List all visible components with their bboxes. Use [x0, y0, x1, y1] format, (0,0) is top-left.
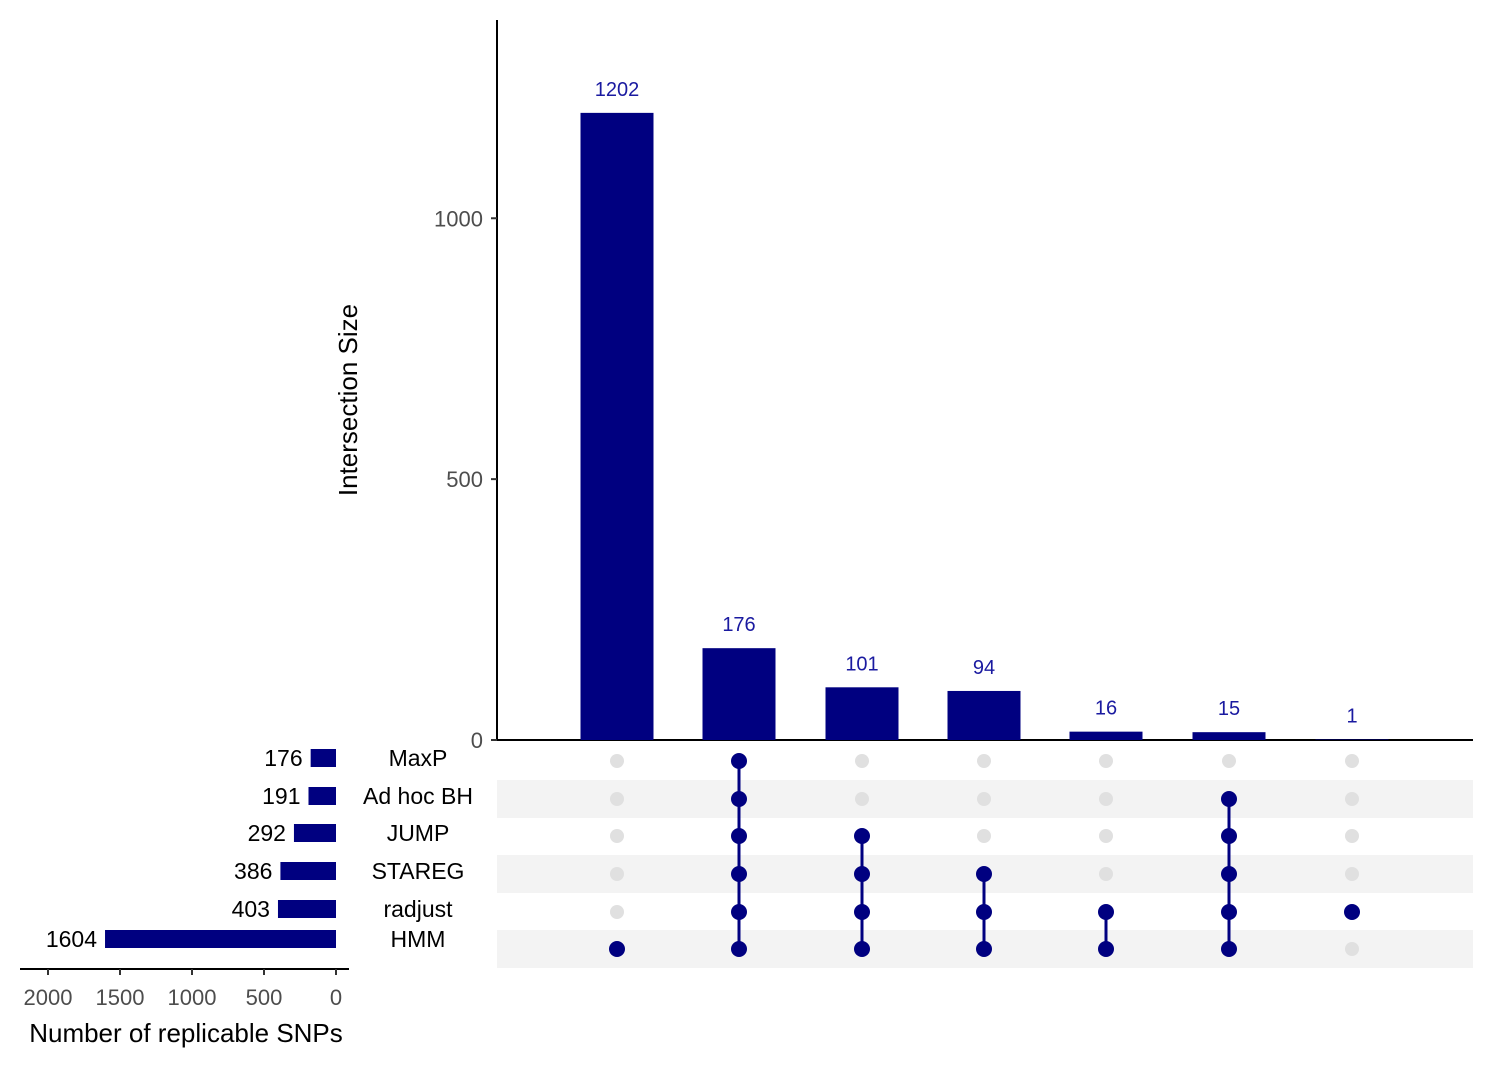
set-size-tick-label: 1000	[168, 985, 217, 1010]
bar-value-label: 94	[973, 657, 995, 679]
set-name-label: STAREG	[372, 858, 465, 884]
bar-value-label: 101	[845, 653, 878, 675]
matrix-dot-active	[854, 941, 870, 957]
matrix-dot-active	[731, 866, 747, 882]
matrix-dot-inactive	[977, 792, 991, 806]
matrix-dot-inactive	[1345, 754, 1359, 768]
intersection-bar	[1069, 731, 1143, 740]
matrix-dot-inactive	[1345, 829, 1359, 843]
set-size-axis-title: Number of replicable SNPs	[29, 1018, 343, 1048]
set-size-tick-label: 500	[246, 985, 283, 1010]
matrix-dot-inactive	[1099, 867, 1113, 881]
set-size-bar	[105, 930, 336, 948]
intersection-bar	[1315, 739, 1389, 740]
set-matrix	[609, 753, 1360, 957]
matrix-dot-inactive	[1345, 867, 1359, 881]
matrix-dot-inactive	[1099, 792, 1113, 806]
matrix-dot-active	[1221, 904, 1237, 920]
set-name-label: MaxP	[389, 745, 448, 771]
matrix-dot-active	[731, 941, 747, 957]
matrix-dot-inactive	[610, 829, 624, 843]
set-name-label: radjust	[383, 896, 453, 922]
set-size-label: 403	[232, 896, 270, 922]
matrix-dot-inactive	[610, 792, 624, 806]
set-size-bar	[293, 824, 336, 842]
set-size-tick-label: 1500	[96, 985, 145, 1010]
set-name-label: Ad hoc BH	[363, 783, 473, 809]
matrix-dot-inactive	[855, 792, 869, 806]
bar-value-label: 176	[722, 614, 755, 636]
matrix-dot-active	[854, 828, 870, 844]
set-name-label: JUMP	[387, 820, 450, 846]
set-size-bar	[280, 862, 336, 880]
matrix-dot-inactive	[1345, 792, 1359, 806]
matrix-dot-inactive	[1099, 829, 1113, 843]
matrix-dot-active	[976, 941, 992, 957]
intersection-bar	[580, 112, 654, 740]
matrix-dot-active	[731, 904, 747, 920]
intersection-bar	[947, 690, 1021, 740]
bar-value-label: 15	[1218, 698, 1240, 720]
intersection-bar	[1192, 732, 1266, 740]
set-size-bar	[277, 900, 336, 918]
bar-value-label: 16	[1095, 698, 1117, 720]
matrix-dot-active	[731, 791, 747, 807]
intersection-bar	[702, 648, 776, 740]
matrix-dot-active	[854, 866, 870, 882]
matrix-dot-active	[854, 904, 870, 920]
matrix-dot-inactive	[610, 867, 624, 881]
matrix-dot-active	[731, 828, 747, 844]
set-size-label: 386	[234, 858, 272, 884]
matrix-dot-inactive	[977, 829, 991, 843]
matrix-dot-active	[609, 941, 625, 957]
bar-value-label: 1	[1346, 705, 1357, 727]
matrix-dot-active	[1221, 866, 1237, 882]
set-size-bars: 176 MaxP 191 Ad hoc BH 292 JUMP 386 STAREG 403 ra…	[46, 745, 473, 952]
intersection-bars: 1202 176 101 94 16 15 1	[580, 79, 1389, 740]
y-tick-label: 0	[471, 728, 483, 753]
matrix-dot-active	[731, 753, 747, 769]
set-size-tick-label: 0	[330, 985, 342, 1010]
matrix-dot-active	[1098, 941, 1114, 957]
set-size-bar	[310, 749, 336, 767]
matrix-dot-inactive	[977, 754, 991, 768]
set-size-label: 176	[264, 745, 302, 771]
matrix-dot-active	[976, 866, 992, 882]
y-tick-label: 1000	[434, 206, 483, 231]
bar-value-label: 1202	[595, 79, 640, 101]
set-size-bar	[308, 787, 336, 805]
set-size-label: 1604	[46, 926, 97, 952]
matrix-dot-inactive	[610, 905, 624, 919]
matrix-dot-inactive	[610, 754, 624, 768]
set-size-tick-label: 2000	[24, 985, 73, 1010]
matrix-dot-active	[1221, 791, 1237, 807]
matrix-dot-active	[1221, 828, 1237, 844]
set-name-label: HMM	[391, 926, 446, 952]
matrix-dot-inactive	[855, 754, 869, 768]
matrix-dot-inactive	[1222, 754, 1236, 768]
y-axis-title: Intersection Size	[333, 304, 363, 496]
set-size-label: 292	[248, 820, 286, 846]
matrix-dot-active	[1098, 904, 1114, 920]
intersection-y-axis: 0 500 1000	[434, 20, 498, 753]
matrix-dot-active	[976, 904, 992, 920]
matrix-dot-inactive	[1099, 754, 1113, 768]
intersection-bar	[825, 687, 899, 740]
set-size-x-axis: 2000 1500 1000 500 0	[20, 968, 349, 1010]
matrix-dot-active	[1221, 941, 1237, 957]
matrix-dot-active	[1344, 904, 1360, 920]
y-tick-label: 500	[446, 467, 483, 492]
matrix-dot-inactive	[1345, 942, 1359, 956]
set-size-label: 191	[262, 783, 300, 809]
